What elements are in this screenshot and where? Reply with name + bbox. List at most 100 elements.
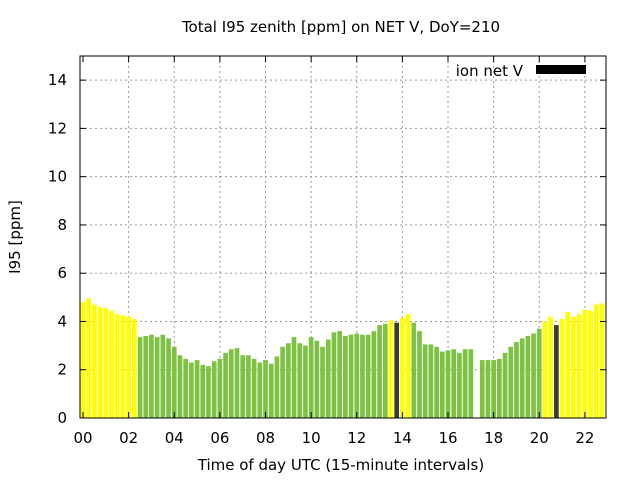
bar	[593, 304, 599, 418]
bar	[417, 331, 422, 418]
bar	[325, 339, 331, 418]
bar	[297, 343, 303, 418]
bar	[268, 363, 274, 418]
bar	[468, 349, 474, 418]
bar	[149, 334, 154, 418]
bar	[217, 358, 223, 418]
x-tick-label: 22	[575, 429, 594, 447]
bar	[508, 346, 514, 418]
bar	[291, 337, 297, 418]
y-tick-label: 4	[57, 312, 67, 330]
bar	[360, 334, 365, 418]
chart-title: Total I95 zenith [ppm] on NET V, DoY=210	[181, 18, 500, 36]
bars	[80, 298, 605, 418]
bar	[422, 344, 428, 418]
bar	[536, 328, 542, 418]
bar	[514, 341, 519, 418]
bar	[86, 298, 92, 418]
y-tick-label: 6	[57, 264, 67, 282]
bar	[377, 325, 382, 418]
bar	[80, 302, 86, 418]
bar	[228, 349, 234, 418]
bar	[131, 319, 137, 418]
bar	[331, 332, 337, 418]
bar	[97, 306, 103, 418]
bar	[485, 360, 491, 418]
legend-swatch	[536, 65, 586, 74]
bar	[194, 360, 200, 418]
y-tick-label: 12	[48, 119, 67, 137]
bar	[582, 309, 588, 418]
bar	[451, 349, 457, 418]
bar	[257, 362, 263, 418]
bar	[160, 334, 166, 418]
bar	[434, 346, 439, 418]
x-tick-label: 00	[73, 429, 92, 447]
x-tick-label: 04	[165, 429, 184, 447]
bar	[303, 345, 308, 418]
y-tick-label: 2	[57, 361, 67, 379]
bar	[177, 355, 183, 418]
bar	[314, 340, 320, 418]
bar	[274, 356, 280, 418]
bar	[588, 310, 593, 418]
x-tick-label: 20	[530, 429, 549, 447]
bar	[354, 333, 360, 418]
bar	[251, 358, 257, 418]
bar	[531, 333, 536, 418]
bar	[497, 358, 502, 418]
bar	[348, 334, 354, 418]
bar	[320, 346, 325, 418]
bar	[565, 311, 571, 418]
x-tick-label: 08	[256, 429, 275, 447]
x-tick-label: 14	[393, 429, 412, 447]
bar	[554, 325, 559, 418]
bar	[166, 338, 171, 418]
bar	[114, 314, 120, 418]
bar	[400, 317, 405, 418]
y-tick-label: 14	[48, 71, 67, 89]
bar	[285, 343, 291, 418]
x-axis-label: Time of day UTC (15-minute intervals)	[197, 456, 484, 474]
bar	[439, 351, 445, 418]
x-tick-label: 06	[210, 429, 229, 447]
bar	[183, 358, 188, 418]
y-tick-labels: 0 2 4 6 8 10 12 14	[48, 71, 67, 427]
bar	[502, 352, 508, 418]
bar	[171, 346, 177, 418]
bar	[280, 346, 285, 418]
y-axis-label: I95 [ppm]	[6, 200, 24, 274]
bar	[308, 337, 314, 418]
bar	[109, 310, 114, 418]
bar	[343, 335, 348, 418]
bar	[571, 316, 576, 418]
bar	[137, 337, 143, 418]
axis-ticks	[80, 56, 606, 419]
y-tick-label: 8	[57, 216, 67, 234]
bar	[126, 316, 131, 418]
y-tick-label: 10	[48, 168, 67, 186]
bar	[479, 360, 485, 418]
bar	[143, 335, 149, 418]
bar	[211, 361, 217, 418]
bar	[120, 315, 126, 418]
plot-border	[79, 55, 607, 419]
bar	[394, 322, 400, 418]
bar	[411, 322, 417, 418]
bar	[246, 355, 251, 418]
bar	[371, 331, 377, 418]
legend: ion net V	[456, 62, 586, 80]
bar	[200, 364, 206, 418]
legend-label: ion net V	[456, 62, 524, 80]
bar	[519, 338, 525, 418]
bar	[576, 314, 582, 418]
bar	[405, 314, 411, 418]
x-tick-label: 10	[302, 429, 321, 447]
x-tick-label: 02	[119, 429, 138, 447]
bar	[388, 320, 394, 418]
x-tick-label: 12	[347, 429, 366, 447]
bar	[599, 303, 605, 418]
bar	[428, 344, 434, 418]
bar	[365, 334, 371, 418]
